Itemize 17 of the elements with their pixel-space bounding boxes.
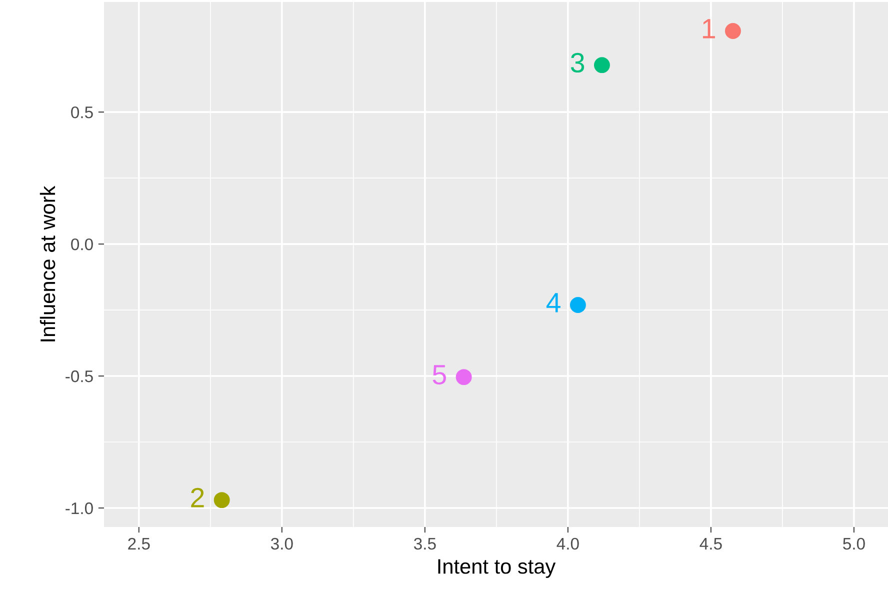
x-tick-label: 3.5: [414, 538, 436, 550]
y-tick-label: 0.0: [71, 238, 93, 250]
x-tick-label: 3.0: [270, 538, 293, 550]
x-tick-label: 4.5: [700, 538, 722, 550]
y-tick-label: -0.5: [66, 370, 93, 382]
annotation: 5: [432, 365, 446, 385]
annotation: 3: [570, 52, 584, 73]
y-tick-label: 0.5: [71, 106, 93, 118]
x-tick-label: 2.5: [128, 538, 150, 550]
x-axis-title: Intent to stay: [438, 559, 556, 578]
annotation: 2: [191, 488, 204, 508]
annotation: 4: [546, 293, 560, 312]
x-tick-label: 5.0: [843, 538, 865, 550]
y-tick-label: -1.0: [66, 502, 93, 514]
y-axis-title: Influence at work: [40, 186, 56, 342]
annotation: 1: [702, 19, 715, 38]
x-tick-label: 4.0: [556, 538, 579, 550]
